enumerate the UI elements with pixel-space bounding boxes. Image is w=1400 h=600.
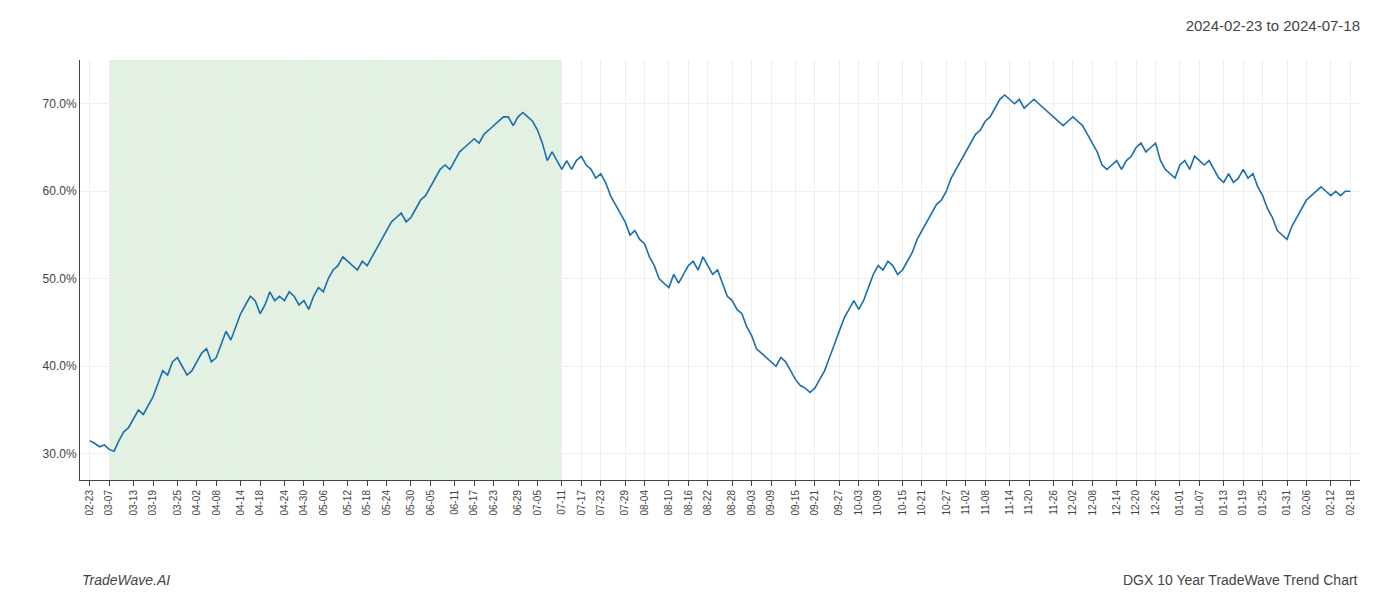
svg-text:02-06: 02-06: [1301, 490, 1312, 516]
svg-text:08-16: 08-16: [683, 490, 694, 516]
svg-text:05-18: 05-18: [361, 490, 372, 516]
svg-text:07-23: 07-23: [595, 490, 606, 516]
svg-text:09-15: 09-15: [790, 490, 801, 516]
svg-text:09-09: 09-09: [765, 490, 776, 516]
svg-text:06-17: 06-17: [468, 490, 479, 516]
svg-text:04-24: 04-24: [279, 490, 290, 516]
svg-text:01-13: 01-13: [1218, 490, 1229, 516]
svg-text:12-26: 12-26: [1150, 490, 1161, 516]
svg-text:09-03: 09-03: [746, 490, 757, 516]
svg-text:09-21: 09-21: [809, 490, 820, 516]
svg-text:12-08: 12-08: [1087, 490, 1098, 516]
svg-text:09-27: 09-27: [833, 490, 844, 516]
svg-text:04-30: 04-30: [298, 490, 309, 516]
svg-text:08-04: 08-04: [639, 490, 650, 516]
svg-text:01-07: 01-07: [1194, 490, 1205, 516]
svg-text:04-08: 04-08: [211, 490, 222, 516]
svg-text:03-13: 03-13: [128, 490, 139, 516]
svg-text:02-12: 02-12: [1325, 490, 1336, 516]
svg-text:08-22: 08-22: [702, 490, 713, 516]
svg-text:70.0%: 70.0%: [43, 97, 77, 111]
svg-text:08-28: 08-28: [726, 490, 737, 516]
svg-text:10-03: 10-03: [853, 490, 864, 516]
svg-text:07-05: 07-05: [532, 490, 543, 516]
svg-text:07-17: 07-17: [576, 490, 587, 516]
svg-text:40.0%: 40.0%: [43, 359, 77, 373]
svg-text:11-08: 11-08: [980, 490, 991, 515]
svg-text:2024-02-23 to 2024-07-18: 2024-02-23 to 2024-07-18: [1186, 17, 1360, 34]
svg-text:02-18: 02-18: [1345, 490, 1356, 516]
svg-text:11-14: 11-14: [1004, 490, 1015, 515]
svg-text:06-11: 06-11: [449, 490, 460, 515]
svg-text:07-11: 07-11: [556, 490, 567, 515]
svg-text:11-20: 11-20: [1023, 490, 1034, 515]
svg-text:DGX 10 Year TradeWave Trend Ch: DGX 10 Year TradeWave Trend Chart: [1123, 572, 1358, 588]
svg-text:10-27: 10-27: [941, 490, 952, 516]
svg-text:06-05: 06-05: [425, 490, 436, 516]
svg-text:01-25: 01-25: [1257, 490, 1268, 516]
svg-text:12-20: 12-20: [1130, 490, 1141, 516]
svg-text:10-21: 10-21: [916, 490, 927, 516]
svg-text:08-10: 08-10: [663, 490, 674, 516]
svg-text:11-26: 11-26: [1048, 490, 1059, 515]
svg-text:01-31: 01-31: [1281, 490, 1292, 516]
svg-text:03-07: 03-07: [103, 490, 114, 516]
svg-text:10-09: 10-09: [872, 490, 883, 516]
svg-text:01-19: 01-19: [1237, 490, 1248, 516]
svg-text:07-29: 07-29: [619, 490, 630, 516]
svg-text:04-14: 04-14: [235, 490, 246, 516]
svg-text:12-02: 12-02: [1067, 490, 1078, 516]
svg-text:10-15: 10-15: [897, 490, 908, 516]
svg-text:05-24: 05-24: [381, 490, 392, 516]
svg-text:06-29: 06-29: [512, 490, 523, 516]
svg-text:30.0%: 30.0%: [43, 447, 77, 461]
svg-text:05-30: 05-30: [405, 490, 416, 516]
svg-text:TradeWave.AI: TradeWave.AI: [82, 572, 170, 588]
svg-text:50.0%: 50.0%: [43, 272, 77, 286]
svg-text:04-02: 04-02: [191, 490, 202, 516]
svg-text:02-23: 02-23: [84, 490, 95, 516]
svg-text:03-19: 03-19: [147, 490, 158, 516]
svg-text:03-25: 03-25: [172, 490, 183, 516]
svg-text:04-18: 04-18: [254, 490, 265, 516]
svg-text:11-02: 11-02: [960, 490, 971, 515]
svg-text:12-14: 12-14: [1111, 490, 1122, 516]
svg-text:05-06: 05-06: [318, 490, 329, 516]
svg-text:05-12: 05-12: [342, 490, 353, 516]
svg-text:60.0%: 60.0%: [43, 184, 77, 198]
svg-text:06-23: 06-23: [488, 490, 499, 516]
svg-text:01-01: 01-01: [1174, 490, 1185, 516]
